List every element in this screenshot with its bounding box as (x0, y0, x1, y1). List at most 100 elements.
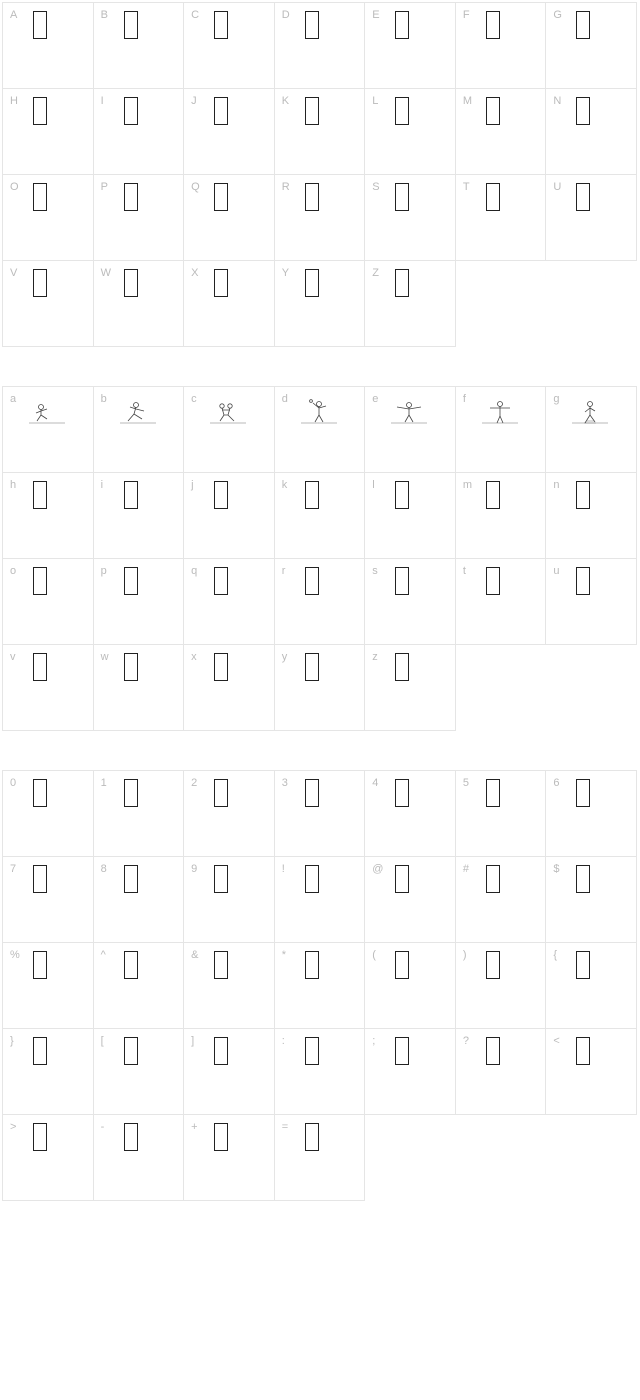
cell-label: E (372, 9, 379, 21)
glyph-cell: Y (274, 260, 366, 347)
cell-label: U (553, 181, 561, 193)
glyph-cell: R (274, 174, 366, 261)
glyph-cell: h (2, 472, 94, 559)
glyph-cell: y (274, 644, 366, 731)
glyph-cell: Z (364, 260, 456, 347)
cell-label: 6 (553, 777, 559, 789)
cell-label: p (101, 565, 107, 577)
empty-cell (545, 644, 637, 731)
glyph-placeholder-box (576, 951, 590, 979)
grid-lowercase: abcdefghijklmnopqrstuvwxyz (3, 387, 637, 731)
glyph-cell: 3 (274, 770, 366, 857)
glyph-placeholder-box (124, 1123, 138, 1151)
cell-label: v (10, 651, 16, 663)
glyph-cell: O (2, 174, 94, 261)
cell-label: & (191, 949, 198, 961)
glyph-placeholder-box (486, 481, 500, 509)
glyph-placeholder-box (305, 567, 319, 595)
glyph-placeholder-box (305, 11, 319, 39)
glyph-figure-icon (299, 397, 339, 425)
glyph-placeholder-box (395, 653, 409, 681)
glyph-placeholder-box (214, 11, 228, 39)
glyph-cell: [ (93, 1028, 185, 1115)
glyph-cell: g (545, 386, 637, 473)
glyph-cell: n (545, 472, 637, 559)
glyph-cell: = (274, 1114, 366, 1201)
cell-label: t (463, 565, 466, 577)
glyph-cell: x (183, 644, 275, 731)
glyph-cell: 1 (93, 770, 185, 857)
cell-label: R (282, 181, 290, 193)
glyph-placeholder-box (305, 865, 319, 893)
glyph-placeholder-box (124, 269, 138, 297)
glyph-placeholder-box (305, 1123, 319, 1151)
glyph-cell: 4 (364, 770, 456, 857)
glyph-cell: & (183, 942, 275, 1029)
cell-label: w (101, 651, 109, 663)
glyph-cell: ^ (93, 942, 185, 1029)
glyph-cell: u (545, 558, 637, 645)
cell-label: X (191, 267, 198, 279)
glyph-placeholder-box (395, 11, 409, 39)
cell-label: r (282, 565, 286, 577)
glyph-cell: P (93, 174, 185, 261)
cell-label: D (282, 9, 290, 21)
glyph-cell: @ (364, 856, 456, 943)
glyph-placeholder-box (214, 269, 228, 297)
cell-label: b (101, 393, 107, 405)
glyph-cell: z (364, 644, 456, 731)
glyph-cell: k (274, 472, 366, 559)
glyph-placeholder-box (124, 97, 138, 125)
cell-label: s (372, 565, 378, 577)
cell-label: V (10, 267, 17, 279)
glyph-placeholder-box (33, 97, 47, 125)
glyph-placeholder-box (214, 1123, 228, 1151)
glyph-placeholder-box (486, 865, 500, 893)
cell-label: I (101, 95, 104, 107)
glyph-cell: Q (183, 174, 275, 261)
glyph-placeholder-box (124, 653, 138, 681)
glyph-placeholder-box (395, 183, 409, 211)
glyph-placeholder-box (124, 567, 138, 595)
glyph-placeholder-box (576, 779, 590, 807)
glyph-placeholder-box (33, 951, 47, 979)
glyph-cell: < (545, 1028, 637, 1115)
glyph-placeholder-box (33, 183, 47, 211)
character-map: ABCDEFGHIJKLMNOPQRSTUVWXYZabcdefghijklmn… (3, 3, 637, 1201)
cell-label: S (372, 181, 379, 193)
glyph-cell: L (364, 88, 456, 175)
cell-label: u (553, 565, 559, 577)
glyph-figure-icon (389, 397, 429, 425)
glyph-cell: + (183, 1114, 275, 1201)
cell-label: C (191, 9, 199, 21)
cell-label: { (553, 949, 557, 961)
glyph-cell: : (274, 1028, 366, 1115)
cell-label: : (282, 1035, 285, 1047)
glyph-cell: s (364, 558, 456, 645)
glyph-placeholder-box (214, 779, 228, 807)
glyph-placeholder-box (214, 183, 228, 211)
glyph-cell: i (93, 472, 185, 559)
glyph-placeholder-box (576, 11, 590, 39)
cell-label: = (282, 1121, 288, 1133)
glyph-cell: ) (455, 942, 547, 1029)
glyph-placeholder-box (576, 481, 590, 509)
glyph-figure-icon (118, 397, 158, 425)
glyph-cell: K (274, 88, 366, 175)
cell-label: A (10, 9, 17, 21)
cell-label: 8 (101, 863, 107, 875)
glyph-placeholder-box (33, 865, 47, 893)
glyph-cell: V (2, 260, 94, 347)
cell-label: N (553, 95, 561, 107)
glyph-placeholder-box (124, 865, 138, 893)
glyph-cell: F (455, 2, 547, 89)
section-uppercase: ABCDEFGHIJKLMNOPQRSTUVWXYZ (3, 3, 637, 347)
cell-label: P (101, 181, 108, 193)
glyph-placeholder-box (124, 481, 138, 509)
glyph-placeholder-box (124, 183, 138, 211)
cell-label: ] (191, 1035, 194, 1047)
glyph-placeholder-box (305, 183, 319, 211)
cell-label: J (191, 95, 197, 107)
empty-cell (545, 260, 637, 347)
cell-label: * (282, 949, 286, 961)
